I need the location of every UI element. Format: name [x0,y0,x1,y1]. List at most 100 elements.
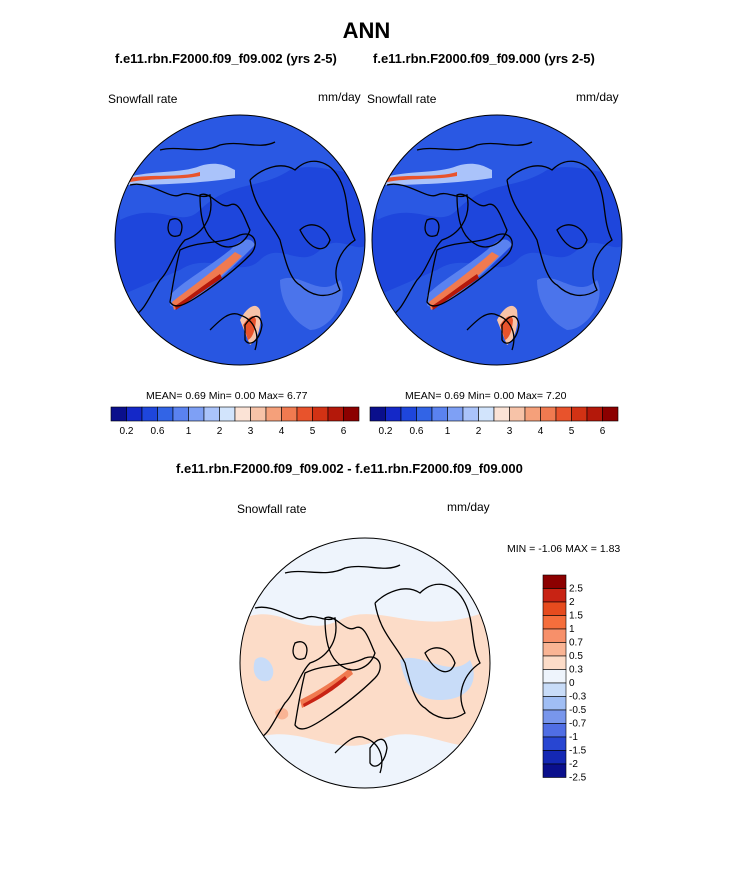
colorbar-swatch [385,406,402,422]
colorbar-tick-label: 0.2 [120,426,134,437]
colorbar-tick-label: 0.7 [569,638,583,649]
colorbar-tick-label: 2.5 [569,584,583,595]
colorbar-swatch [542,696,567,711]
colorbar-swatch [542,709,567,724]
mean-value: 0.69 [185,390,206,402]
colorbar-swatch [327,406,344,422]
colorbar-swatch [542,763,567,778]
mean-label: MEAN= [146,390,183,402]
colorbar-swatch [542,736,567,751]
colorbar-tick-label: -0.7 [569,719,587,730]
panel-right-stats: MEAN= 0.69 Min= 0.00 Max= 7.20 [405,390,566,402]
colorbar-tick-label: 0.2 [379,426,393,437]
colorbar-swatch [542,615,567,630]
colorbar-tick-label: -2 [569,759,578,770]
panel-left-stats: MEAN= 0.69 Min= 0.00 Max= 6.77 [146,390,307,402]
colorbar-swatch [126,406,143,422]
colorbar-swatch [542,574,567,589]
min-value: 0.00 [493,390,515,402]
colorbar-swatch [542,723,567,738]
colorbar-swatch [542,669,567,684]
colorbar-swatch [542,642,567,657]
colorbar-tick-label: 1.5 [569,611,583,622]
colorbar-swatch [524,406,541,422]
colorbar-swatch [447,406,464,422]
colorbar-swatch [493,406,510,422]
colorbar-tick-label: 0.3 [569,665,583,676]
colorbar-swatch [478,406,495,422]
panel-right-case-title: f.e11.rbn.F2000.f09_f09.000 (yrs 2-5) [373,51,595,66]
colorbar-swatch [172,406,189,422]
colorbar-swatch [540,406,557,422]
mean-value: 0.69 [444,390,465,402]
colorbar-tick-label: -0.5 [569,705,587,716]
colorbar-swatch [602,406,619,422]
colorbar-tick-label: -1 [569,732,578,743]
colorbar-tick-label: -1.5 [569,746,587,757]
colorbar-swatch [542,682,567,697]
colorbar-swatch [234,406,251,422]
colorbar-swatch [250,406,267,422]
colorbar-tick-label: 5 [569,426,575,437]
map-difference-border [239,537,491,789]
colorbar-swatch [296,406,313,422]
colorbar-swatch [542,588,567,603]
colorbar-difference: 2.5 2 1.5 1 0.7 0.5 0.3 0 -0.3 -0.5 -0.7 -1 -1.5 -2 -2… [542,574,587,784]
max-label: MAX = [565,543,597,555]
map-left [115,115,365,365]
colorbar-tick-label: 1 [186,426,192,437]
colorbar-swatch [542,655,567,670]
mean-label: MEAN= [405,390,442,402]
colorbar-swatch [157,406,174,422]
colorbar-swatch [542,628,567,643]
colorbar-tick-label: 2 [217,426,223,437]
min-label: Min= [467,390,491,402]
colorbar-swatch [141,406,158,422]
colorbar-tick-label: 4 [538,426,544,437]
min-value: -1.06 [538,543,563,555]
colorbar-swatch [586,406,603,422]
difference-min-max: MIN = -1.06 MAX = 1.83 [507,543,620,555]
colorbar-swatch [555,406,572,422]
colorbar-left: 0.2 0.6 1 2 3 4 5 6 [110,406,360,437]
colorbar-tick-label: 3 [507,426,513,437]
colorbar-tick-label: 2 [569,597,575,608]
colorbar-tick-label: 0 [569,678,575,689]
colorbar-swatch [343,406,360,422]
colorbar-tick-label: 3 [248,426,254,437]
map-difference [240,538,490,788]
map-right [372,115,622,365]
colorbar-swatch [416,406,433,422]
colorbar-swatch [312,406,329,422]
colorbar-tick-label: 6 [341,426,347,437]
colorbar-tick-label: -2.5 [569,773,587,784]
colorbar-swatch [265,406,282,422]
difference-units: mm/day [447,500,490,514]
max-value: 1.83 [599,543,621,555]
max-label: Max= [517,390,544,402]
min-label: Min= [208,390,232,402]
difference-variable: Snowfall rate [237,502,307,516]
colorbar-swatch [281,406,298,422]
colorbar-swatch [542,601,567,616]
colorbar-swatch [369,406,386,422]
colorbar-tick-label: 0.6 [151,426,165,437]
panel-right-variable: Snowfall rate [367,92,437,106]
colorbar-swatch [203,406,220,422]
panel-left-units: mm/day [318,90,361,104]
colorbar-swatch [571,406,588,422]
colorbar-tick-label: 1 [445,426,451,437]
difference-title: f.e11.rbn.F2000.f09_f09.002 - f.e11.rbn.… [176,461,523,476]
colorbar-right: 0.2 0.6 1 2 3 4 5 6 [369,406,619,437]
colorbar-tick-label: -0.3 [569,692,587,703]
panel-left-case-title: f.e11.rbn.F2000.f09_f09.002 (yrs 2-5) [115,51,337,66]
panel-right-units: mm/day [576,90,619,104]
page-title: ANN [342,18,391,43]
colorbar-swatch [188,406,205,422]
colorbar-tick-label: 2 [476,426,482,437]
colorbar-swatch [110,406,127,422]
max-label: Max= [258,390,285,402]
max-value: 6.77 [286,390,308,402]
colorbar-swatch [462,406,479,422]
